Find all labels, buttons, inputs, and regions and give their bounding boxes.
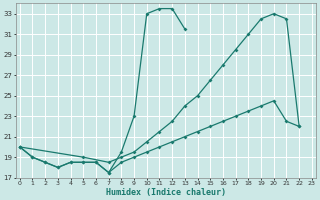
X-axis label: Humidex (Indice chaleur): Humidex (Indice chaleur) bbox=[106, 188, 226, 197]
